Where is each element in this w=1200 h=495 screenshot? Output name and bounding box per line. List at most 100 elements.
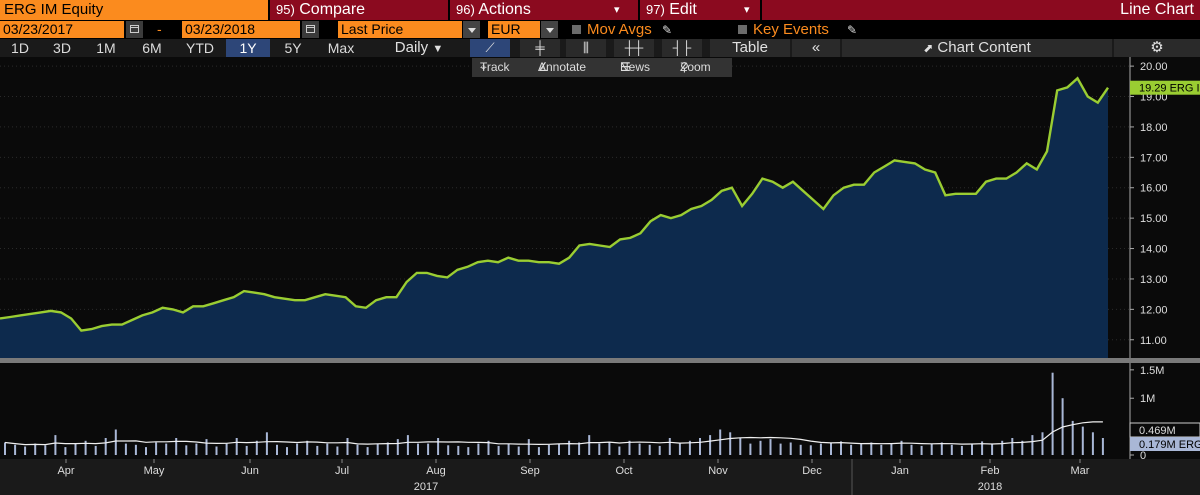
- volume-bar: [971, 443, 973, 455]
- period-1d[interactable]: 1D: [11, 40, 29, 56]
- volume-bar: [255, 440, 258, 455]
- currency-selector[interactable]: EUR: [488, 21, 540, 38]
- volume-bar: [678, 442, 681, 455]
- volume-bar: [114, 429, 117, 455]
- volume-bar: [94, 445, 97, 455]
- frequency-selector[interactable]: Daily ▼: [394, 39, 444, 56]
- volume-moving-average: [4, 421, 1103, 446]
- chart-content-button[interactable]: ⬈ Chart Content: [842, 39, 1112, 57]
- volume-bar: [608, 442, 611, 455]
- calendar-icon[interactable]: [126, 21, 143, 38]
- chart-type-selector[interactable]: Line Chart: [762, 0, 1200, 20]
- pen-icon: ∠: [538, 60, 549, 74]
- volume-bar: [457, 445, 460, 455]
- calendar-icon[interactable]: [302, 21, 319, 38]
- month-label: Apr: [57, 465, 74, 477]
- line-chart-icon[interactable]: ⟋: [470, 39, 510, 57]
- volume-bar: [336, 446, 339, 455]
- candle-volume-icon[interactable]: ┼┼: [614, 39, 654, 57]
- pencil-icon[interactable]: ✎: [661, 23, 672, 37]
- year-label: 2018: [978, 481, 1002, 493]
- volume-bar: [437, 438, 440, 455]
- chevron-down-icon[interactable]: [463, 21, 480, 38]
- volume-bar: [759, 440, 762, 455]
- volume-bar: [517, 446, 520, 455]
- volume-bar: [1011, 438, 1014, 455]
- chevron-down-icon: ▼: [432, 43, 444, 55]
- candlestick-icon[interactable]: ╪: [520, 39, 560, 57]
- volume-bars: [4, 372, 1104, 455]
- volume-bar: [850, 444, 853, 455]
- volume-bar: [950, 444, 953, 455]
- volume-last-label: 0.179M ERG: [1139, 439, 1200, 451]
- volume-bar: [719, 429, 722, 455]
- volume-bar: [215, 446, 218, 455]
- chevron-down-icon[interactable]: [541, 21, 558, 38]
- volume-bar: [84, 440, 87, 455]
- month-label: Dec: [802, 465, 822, 477]
- volume-bar: [54, 435, 57, 455]
- checkbox-icon: [738, 25, 747, 34]
- end-date-field[interactable]: 03/23/2018: [182, 21, 300, 38]
- controls-bar: [0, 20, 1200, 39]
- pane-divider[interactable]: [0, 358, 1200, 363]
- volume-bar: [497, 445, 500, 455]
- volume-bar: [396, 439, 399, 455]
- period-3d[interactable]: 3D: [53, 40, 71, 56]
- volume-bar: [1041, 432, 1044, 455]
- news-icon: ☰: [620, 60, 631, 74]
- period-1m[interactable]: 1M: [96, 40, 116, 56]
- last-price-label: 19.29 ERG I: [1139, 83, 1200, 95]
- volume-bar: [729, 432, 732, 455]
- volume-bar: [14, 444, 17, 455]
- volume-tick-label: 0: [1140, 450, 1146, 462]
- gear-icon[interactable]: ⚙: [1114, 39, 1200, 57]
- volume-last-tag: 0.179M ERG: [1130, 437, 1200, 451]
- crosshair-icon: ⌖: [480, 60, 487, 74]
- period-ytd[interactable]: YTD: [186, 40, 214, 56]
- chart-tools-bar: ⌖ Track ∠ Annotate ☰ News ⚲ Zoom: [472, 58, 732, 77]
- volume-bar: [830, 442, 832, 455]
- volume-bar: [527, 439, 530, 455]
- volume-bar: [185, 445, 188, 455]
- pencil-icon[interactable]: ✎: [847, 23, 858, 37]
- ohlc-bar-icon[interactable]: ⫼: [566, 39, 606, 57]
- volume-bar: [44, 445, 47, 455]
- volume-bar: [840, 441, 842, 455]
- security-field[interactable]: ERG IM Equity: [0, 0, 268, 20]
- month-label: Mar: [1071, 465, 1090, 477]
- volume-bar: [890, 443, 893, 455]
- volume-bar: [467, 447, 470, 455]
- volume-bar: [1021, 440, 1024, 455]
- volume-bar: [749, 443, 752, 455]
- collapse-button[interactable]: «: [792, 39, 840, 57]
- month-label: Aug: [426, 465, 446, 477]
- volume-bar: [900, 440, 903, 455]
- edit-menu[interactable]: 97) Edit ▾: [640, 0, 760, 20]
- volume-bar: [316, 445, 319, 455]
- period-6m[interactable]: 6M: [142, 40, 162, 56]
- volume-bar: [1091, 432, 1094, 455]
- period-5y[interactable]: 5Y: [284, 40, 302, 56]
- period-max[interactable]: Max: [327, 40, 355, 56]
- start-date-field[interactable]: 03/23/2017: [0, 21, 124, 38]
- month-label: Jul: [335, 465, 349, 477]
- key-events-toggle[interactable]: Key Events ✎: [738, 20, 857, 39]
- field-selector[interactable]: Last Price: [338, 21, 462, 38]
- price-chart[interactable]: 11.00 12.00 13.00 14.00 15.00 16.00 17.00 18.00…: [0, 57, 1200, 495]
- period-1y[interactable]: 1Y: [226, 39, 270, 57]
- compare-button[interactable]: 95) Compare: [270, 0, 448, 20]
- mov-avgs-toggle[interactable]: Mov Avgs ✎: [572, 20, 672, 39]
- table-button[interactable]: Table: [710, 39, 790, 57]
- volume-bar: [104, 438, 107, 455]
- volume-bar: [346, 438, 349, 455]
- volume-bar: [930, 443, 933, 455]
- volume-bar: [306, 440, 309, 455]
- volume-bar: [789, 442, 792, 455]
- volume-bar: [819, 443, 822, 455]
- actions-menu[interactable]: 96) Actions ▾: [450, 0, 638, 20]
- volume-bar: [880, 444, 883, 455]
- volume-bar: [296, 443, 299, 455]
- volume-tick-label: 1M: [1140, 393, 1155, 405]
- high-low-icon[interactable]: ┤├: [662, 39, 702, 57]
